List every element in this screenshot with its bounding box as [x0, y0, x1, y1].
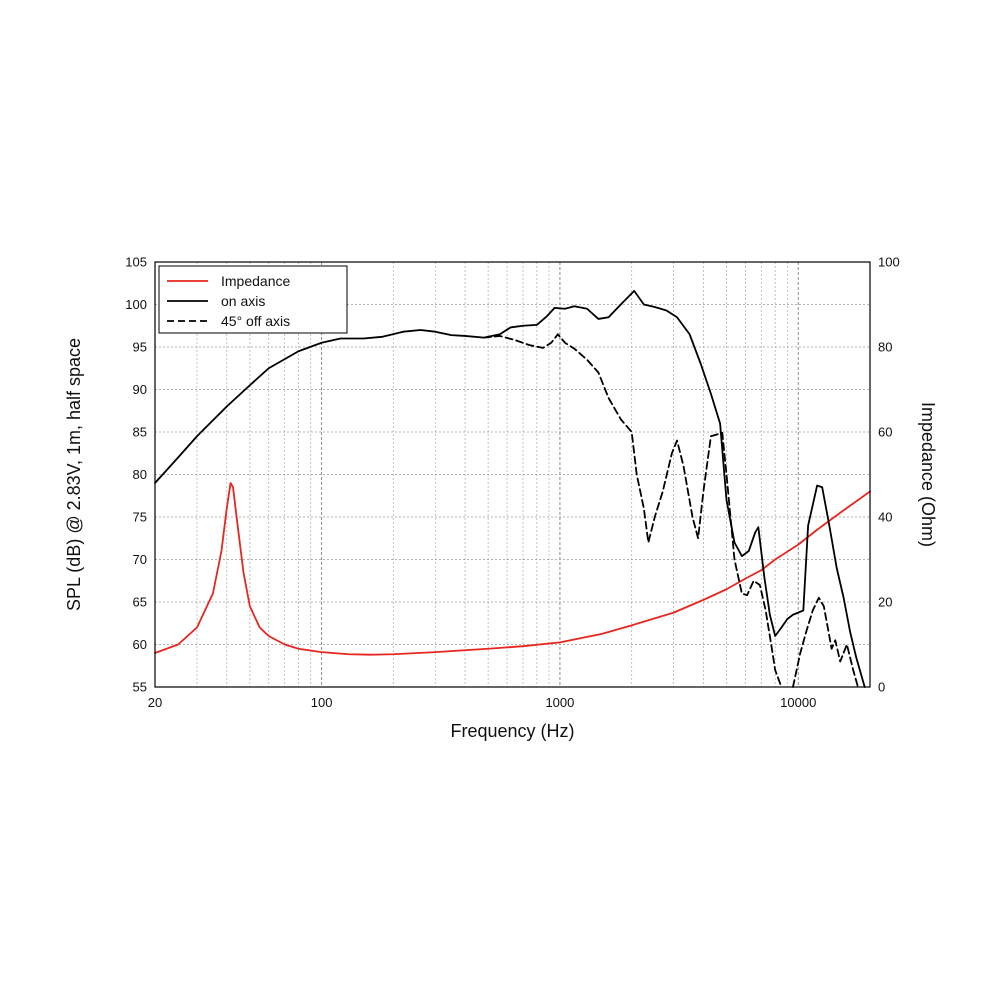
series-line-45-off-axis [483, 333, 783, 688]
grid [155, 262, 870, 687]
y-tick-label-left: 60 [133, 637, 147, 652]
x-tick-label: 100 [311, 695, 333, 710]
y-axis-title-left: SPL (dB) @ 2.83V, 1m, half space [64, 338, 84, 611]
legend-label: Impedance [221, 273, 290, 289]
x-tick-label: 20 [148, 695, 162, 710]
legend: Impedance on axis 45° off axis [158, 265, 348, 334]
y-tick-label-left: 75 [133, 510, 147, 525]
x-axis-title: Frequency (Hz) [450, 721, 574, 741]
series-line-on-axis [154, 290, 866, 688]
tick-labels: 55 60 65 70 75 80 85 90 95 100 105 0 20 40 60 80 100 20 10… [125, 255, 899, 711]
series-line-impedance [154, 482, 871, 656]
y-tick-label-left: 85 [133, 425, 147, 440]
y-tick-label-right: 0 [878, 680, 885, 695]
y-tick-label-right: 60 [878, 425, 892, 440]
y-tick-label-right: 20 [878, 595, 892, 610]
series-line-45-off-axis-hf [792, 596, 859, 688]
x-tick-label: 10000 [780, 695, 816, 710]
y-tick-label-right: 100 [878, 255, 900, 270]
y-axis-title-right: Impedance (Ohm) [918, 402, 938, 547]
x-tick-label: 1000 [545, 695, 574, 710]
y-tick-label-left: 90 [133, 382, 147, 397]
series-layer [154, 290, 871, 688]
y-tick-label-left: 80 [133, 467, 147, 482]
y-tick-label-right: 40 [878, 510, 892, 525]
y-tick-label-left: 65 [133, 595, 147, 610]
y-tick-label-left: 70 [133, 552, 147, 567]
y-tick-label-left: 105 [125, 255, 147, 270]
y-tick-label-left: 100 [125, 297, 147, 312]
y-tick-label-right: 80 [878, 340, 892, 355]
plot-frame [154, 261, 871, 688]
y-tick-label-left: 55 [133, 680, 147, 695]
legend-label: 45° off axis [221, 313, 290, 329]
legend-label: on axis [221, 293, 265, 309]
y-tick-label-left: 95 [133, 340, 147, 355]
